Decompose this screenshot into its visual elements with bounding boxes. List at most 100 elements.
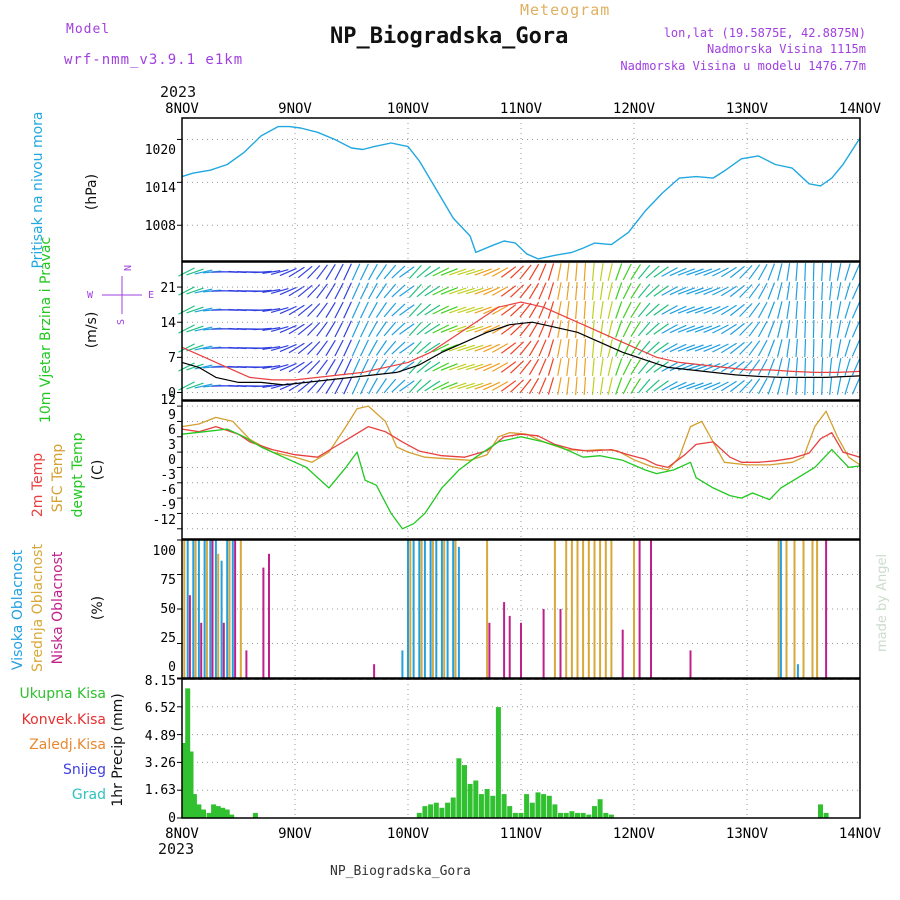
precip-bar [181, 743, 187, 818]
precip-bar [529, 802, 535, 818]
wind-arrow [607, 263, 613, 281]
wind-arrow [767, 377, 776, 395]
wind-arrow [500, 380, 517, 392]
cloud-mid-bar [811, 540, 814, 678]
wind-arrow [720, 323, 737, 335]
wind-arrow [661, 286, 678, 296]
wind-arrow [297, 265, 313, 279]
precip-bar [569, 811, 575, 818]
wind-arrow [795, 262, 798, 282]
wind-arrow [795, 376, 798, 396]
wind-arrow [343, 301, 352, 319]
wind-arrow [607, 282, 613, 300]
wind-arrow [408, 302, 422, 318]
wind-arrow [583, 376, 587, 396]
wind-arrow [178, 324, 195, 334]
precip-bar [552, 804, 558, 818]
wind-arrow [483, 362, 501, 372]
wind-arrow [416, 379, 432, 393]
model-elevation-label: Nadmorska Visina u modelu 1476.77m [620, 59, 866, 73]
wind-arrow [653, 266, 669, 278]
wind-arrow [557, 282, 562, 300]
wind-arrow [528, 358, 540, 376]
wind-arrow [519, 302, 532, 318]
wind-arrow [253, 270, 272, 274]
wind-arrow [270, 345, 289, 351]
wind-arrow [432, 324, 450, 334]
wind-arrow [297, 341, 313, 355]
wind-arrow [253, 384, 272, 388]
cloud-low-bar [508, 615, 511, 678]
wind-arrow [686, 268, 704, 276]
cloud-high-bar [452, 540, 455, 678]
wind-arrow [566, 263, 570, 281]
cloud-mid-bar [802, 540, 805, 678]
wind-arrow [399, 285, 415, 297]
precip-tick-label: 0 [168, 811, 176, 826]
precip-bar [450, 797, 456, 818]
wind-arrow [645, 360, 660, 374]
wind-arrow [720, 361, 737, 373]
wind-arrow [694, 344, 713, 352]
wind-arrow [483, 286, 501, 296]
cloud-high-bar [192, 540, 195, 678]
precip-bar [597, 799, 603, 818]
wind-arrow [483, 267, 501, 277]
wind-arrow [599, 320, 604, 338]
wind-arrow [607, 301, 613, 319]
wind-arrow [599, 358, 604, 376]
wind-arrow [483, 343, 501, 353]
wind-arrow [270, 288, 289, 294]
wind-arrow [474, 325, 492, 333]
wind-arrow [547, 339, 555, 357]
wind-arrow [630, 321, 642, 337]
wind-arrow [194, 364, 213, 370]
wind-arrow [279, 343, 297, 353]
wind-arrow [729, 360, 745, 374]
wind-arrow [804, 357, 807, 377]
wind-arrow [812, 319, 815, 339]
wind-arrow [694, 287, 713, 295]
wind-arrow [777, 282, 783, 300]
wind-arrow [194, 383, 213, 389]
wind-speed-line [181, 321, 861, 386]
temp-tick-label: -6 [160, 483, 176, 498]
wind-arrow [720, 380, 737, 392]
wind-arrow [440, 363, 458, 371]
wind-arrow [399, 266, 415, 278]
wind-tick-label: 7 [168, 351, 176, 366]
wind-arrow [408, 264, 422, 280]
precip-bar [215, 806, 221, 818]
wind-arrow [748, 283, 761, 299]
wind-arrow [253, 327, 272, 331]
wind-arrow [669, 381, 687, 391]
wind-arrow [440, 306, 458, 314]
precip-bar [575, 812, 580, 818]
wind-arrow [424, 342, 441, 354]
wind-arrow [804, 338, 807, 358]
wind-arrow [465, 306, 484, 314]
wind-arrow [465, 325, 484, 333]
wind-arrow [767, 282, 776, 300]
precip-bar [473, 780, 479, 818]
wind-arrow [449, 306, 467, 314]
wind-arrow [307, 322, 321, 336]
wind-arrow [777, 320, 783, 338]
wind-arrow [457, 306, 475, 314]
cloud-mid-bar [777, 540, 780, 678]
wind-arrow [729, 303, 745, 317]
date-tick-bottom: 8NOV [165, 826, 199, 842]
cloud-mid-bar [205, 540, 208, 678]
wind-arrow [844, 339, 851, 357]
wind-arrow [786, 358, 791, 376]
wind-arrow [510, 303, 525, 317]
date-tick-bottom: 13NOV [726, 826, 769, 842]
wind-arrow [703, 287, 721, 295]
wind-arrow [279, 286, 297, 296]
wind-arrow [795, 357, 798, 377]
wind-arrow [408, 378, 422, 394]
wind-arrow [457, 382, 475, 390]
wind-arrow [465, 382, 484, 390]
wind-arrow [653, 304, 669, 316]
wind-arrow [457, 344, 475, 352]
